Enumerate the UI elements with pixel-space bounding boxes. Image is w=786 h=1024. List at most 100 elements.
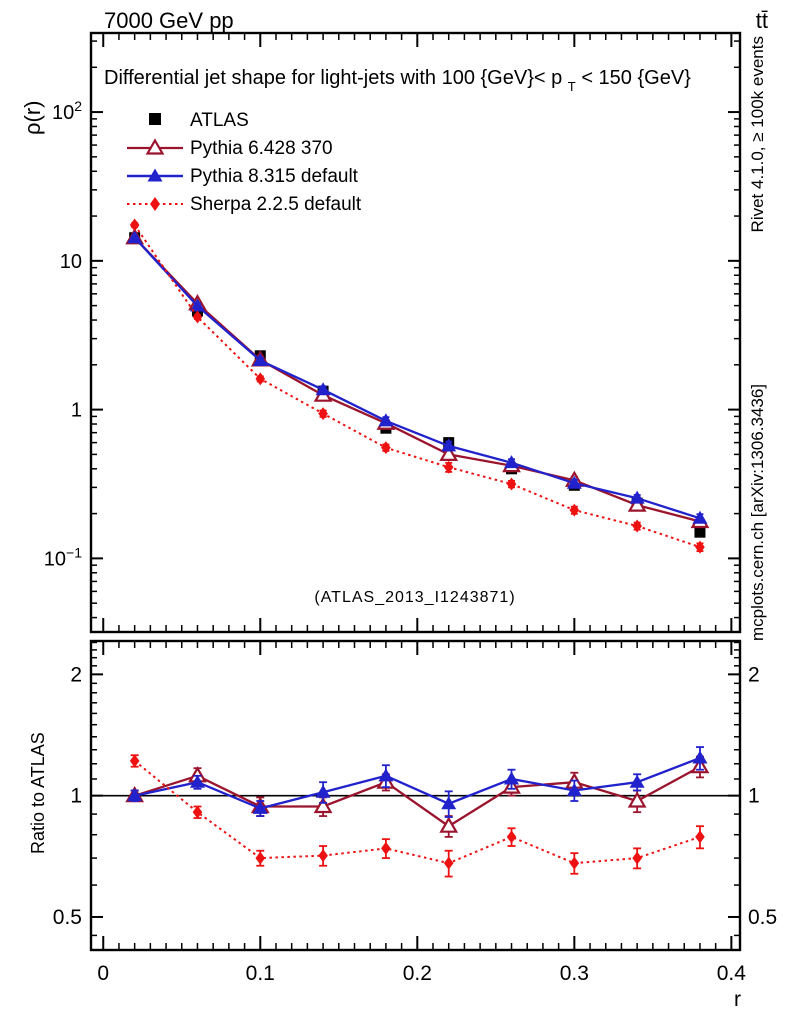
series-sherpa-marker bbox=[569, 503, 580, 517]
series-sherpa-ratio-marker bbox=[255, 851, 266, 865]
series-sherpa-ratio-marker bbox=[318, 849, 328, 863]
main-y-tick-labels: 102 10 1 10−1 bbox=[44, 98, 82, 570]
legend-label-sherpa: Sherpa 2.2.5 default bbox=[190, 194, 362, 215]
x-tick-label: 0.1 bbox=[246, 962, 275, 985]
series-pythia8-marker bbox=[189, 298, 205, 312]
series-sherpa-ratio-marker bbox=[569, 856, 580, 870]
ratio-y-tick-label-left: 1 bbox=[70, 785, 82, 808]
legend-label-atlas: ATLAS bbox=[190, 110, 249, 131]
generator-version-note: Rivet 4.1.0, ≥ 100k events bbox=[748, 36, 767, 232]
series-pythia8-ratio-marker bbox=[315, 784, 331, 798]
pythia6-open-triangle-marker-icon bbox=[145, 138, 165, 155]
sherpa-diamond-marker-icon bbox=[150, 197, 160, 211]
series-pythia8-ratio-marker bbox=[692, 750, 708, 764]
series-pythia8-ratio-marker bbox=[504, 771, 520, 785]
series-sherpa-marker bbox=[381, 441, 391, 455]
series-pythia8-marker bbox=[252, 352, 268, 366]
x-tick-label: 0.4 bbox=[717, 962, 747, 985]
x-tick-labels: 0 0.1 0.2 0.3 0.4 bbox=[97, 962, 746, 985]
atlas-square-marker-icon bbox=[149, 113, 161, 125]
series-sherpa-ratio-marker bbox=[443, 856, 454, 870]
legend: ATLAS Pythia 6.428 370 Pythia 8.315 defa… bbox=[127, 110, 362, 215]
main-panel: 102 10 1 10−1 Differential jet shape for li… bbox=[44, 31, 742, 634]
beam-energy-label: 7000 GeV pp bbox=[104, 8, 234, 33]
main-panel-frame bbox=[89, 31, 742, 634]
series-sherpa-marker bbox=[192, 310, 203, 324]
process-label: tt̄ bbox=[756, 8, 768, 33]
main-y-tick-label: 10−1 bbox=[44, 544, 82, 570]
x-tick-label: 0.2 bbox=[403, 962, 432, 985]
main-panel-data bbox=[125, 218, 710, 554]
legend-item-atlas: ATLAS bbox=[149, 110, 249, 131]
pythia8-triangle-marker-icon bbox=[147, 168, 163, 182]
x-tick-label: 0.3 bbox=[560, 962, 589, 985]
ratio-y-tick-label-left: 0.5 bbox=[53, 906, 82, 929]
observable-title-tail: < 150 {GeV} bbox=[581, 67, 691, 89]
series-pythia8-marker bbox=[504, 455, 520, 469]
series-pythia8-ratio-marker bbox=[441, 796, 457, 810]
series-sherpa-ratio-marker bbox=[695, 830, 705, 844]
ratio-y-axis-title: Ratio to ATLAS bbox=[28, 732, 48, 854]
series-pythia8-ratio-marker bbox=[252, 800, 268, 814]
series-pythia6-marker bbox=[439, 444, 459, 461]
series-pythia8-marker bbox=[566, 475, 582, 489]
series-pythia8-ratio-marker bbox=[127, 788, 143, 802]
ratio-y-tick-label-left: 2 bbox=[70, 663, 82, 686]
series-pythia6-ratio-marker bbox=[627, 791, 647, 808]
legend-label-pythia8: Pythia 8.315 default bbox=[190, 166, 359, 187]
series-pythia8-marker bbox=[692, 510, 708, 524]
legend-item-pythia6: Pythia 6.428 370 bbox=[127, 138, 333, 159]
ratio-y-tick-label-right: 0.5 bbox=[748, 906, 777, 929]
main-y-axis-title: ρ(r) bbox=[20, 101, 45, 136]
series-sherpa-marker bbox=[318, 407, 328, 421]
legend-item-sherpa: Sherpa 2.2.5 default bbox=[127, 194, 362, 215]
series-pythia8-marker bbox=[441, 438, 457, 452]
series-sherpa-marker bbox=[632, 519, 642, 533]
ratio-panel-data bbox=[125, 746, 710, 878]
series-sherpa-ratio-marker bbox=[506, 830, 517, 844]
ratio-panel: 2 2 1 1 0.5 0.5 0 0.1 0.2 0.3 0.4 bbox=[53, 639, 777, 985]
mcplots-arxiv-note: mcplots.cern.ch [arXiv:1306.3436] bbox=[748, 384, 767, 641]
x-axis-title: r bbox=[734, 988, 741, 1011]
series-pythia8-marker bbox=[629, 490, 645, 504]
observable-title-subscript: T bbox=[568, 79, 576, 94]
series-pythia8-line bbox=[133, 236, 701, 520]
series-sherpa-ratio-marker bbox=[381, 841, 391, 855]
series-sherpa-marker bbox=[255, 372, 266, 386]
series-sherpa-marker bbox=[443, 460, 454, 474]
series-sherpa-ratio-marker bbox=[129, 754, 140, 768]
analysis-id-watermark: (ATLAS_2013_I1243871) bbox=[314, 589, 515, 606]
observable-title-main: Differential jet shape for light-jets wi… bbox=[104, 67, 562, 89]
series-sherpa-ratio-line bbox=[134, 760, 701, 865]
ratio-y-tick-label-right: 1 bbox=[748, 785, 760, 808]
series-pythia8-ratio-line bbox=[134, 756, 701, 810]
observable-title: Differential jet shape for light-jets wi… bbox=[104, 67, 691, 96]
series-sherpa-marker bbox=[129, 218, 140, 232]
series-pythia8-ratio-marker bbox=[189, 774, 205, 788]
series-pythia8-ratio-marker bbox=[566, 782, 582, 796]
series-pythia8-marker bbox=[315, 382, 331, 396]
series-atlas-marker bbox=[694, 526, 706, 538]
series-pythia6-ratio-marker bbox=[439, 816, 459, 833]
legend-item-pythia8: Pythia 8.315 default bbox=[127, 166, 359, 187]
main-y-tick-label: 1 bbox=[71, 400, 82, 422]
x-tick-label: 0 bbox=[97, 962, 109, 985]
legend-label-pythia6: Pythia 6.428 370 bbox=[190, 138, 333, 159]
series-sherpa-marker bbox=[695, 540, 705, 554]
series-sherpa-ratio-marker bbox=[192, 805, 203, 819]
ratio-y-tick-labels: 2 2 1 1 0.5 0.5 bbox=[53, 663, 777, 929]
series-pythia8-marker bbox=[127, 230, 143, 244]
series-sherpa-ratio-marker bbox=[632, 851, 642, 865]
main-y-tick-label: 10 bbox=[60, 251, 82, 273]
series-pythia8-ratio-marker bbox=[629, 774, 645, 788]
series-pythia6-marker bbox=[627, 495, 647, 512]
main-panel-ticks bbox=[91, 33, 740, 632]
series-pythia6-ratio-line bbox=[134, 765, 701, 828]
ratio-y-tick-label-right: 2 bbox=[748, 663, 760, 686]
series-pythia6-ratio-marker bbox=[313, 796, 333, 814]
series-pythia8-marker bbox=[378, 413, 394, 427]
series-sherpa-marker bbox=[506, 477, 517, 491]
